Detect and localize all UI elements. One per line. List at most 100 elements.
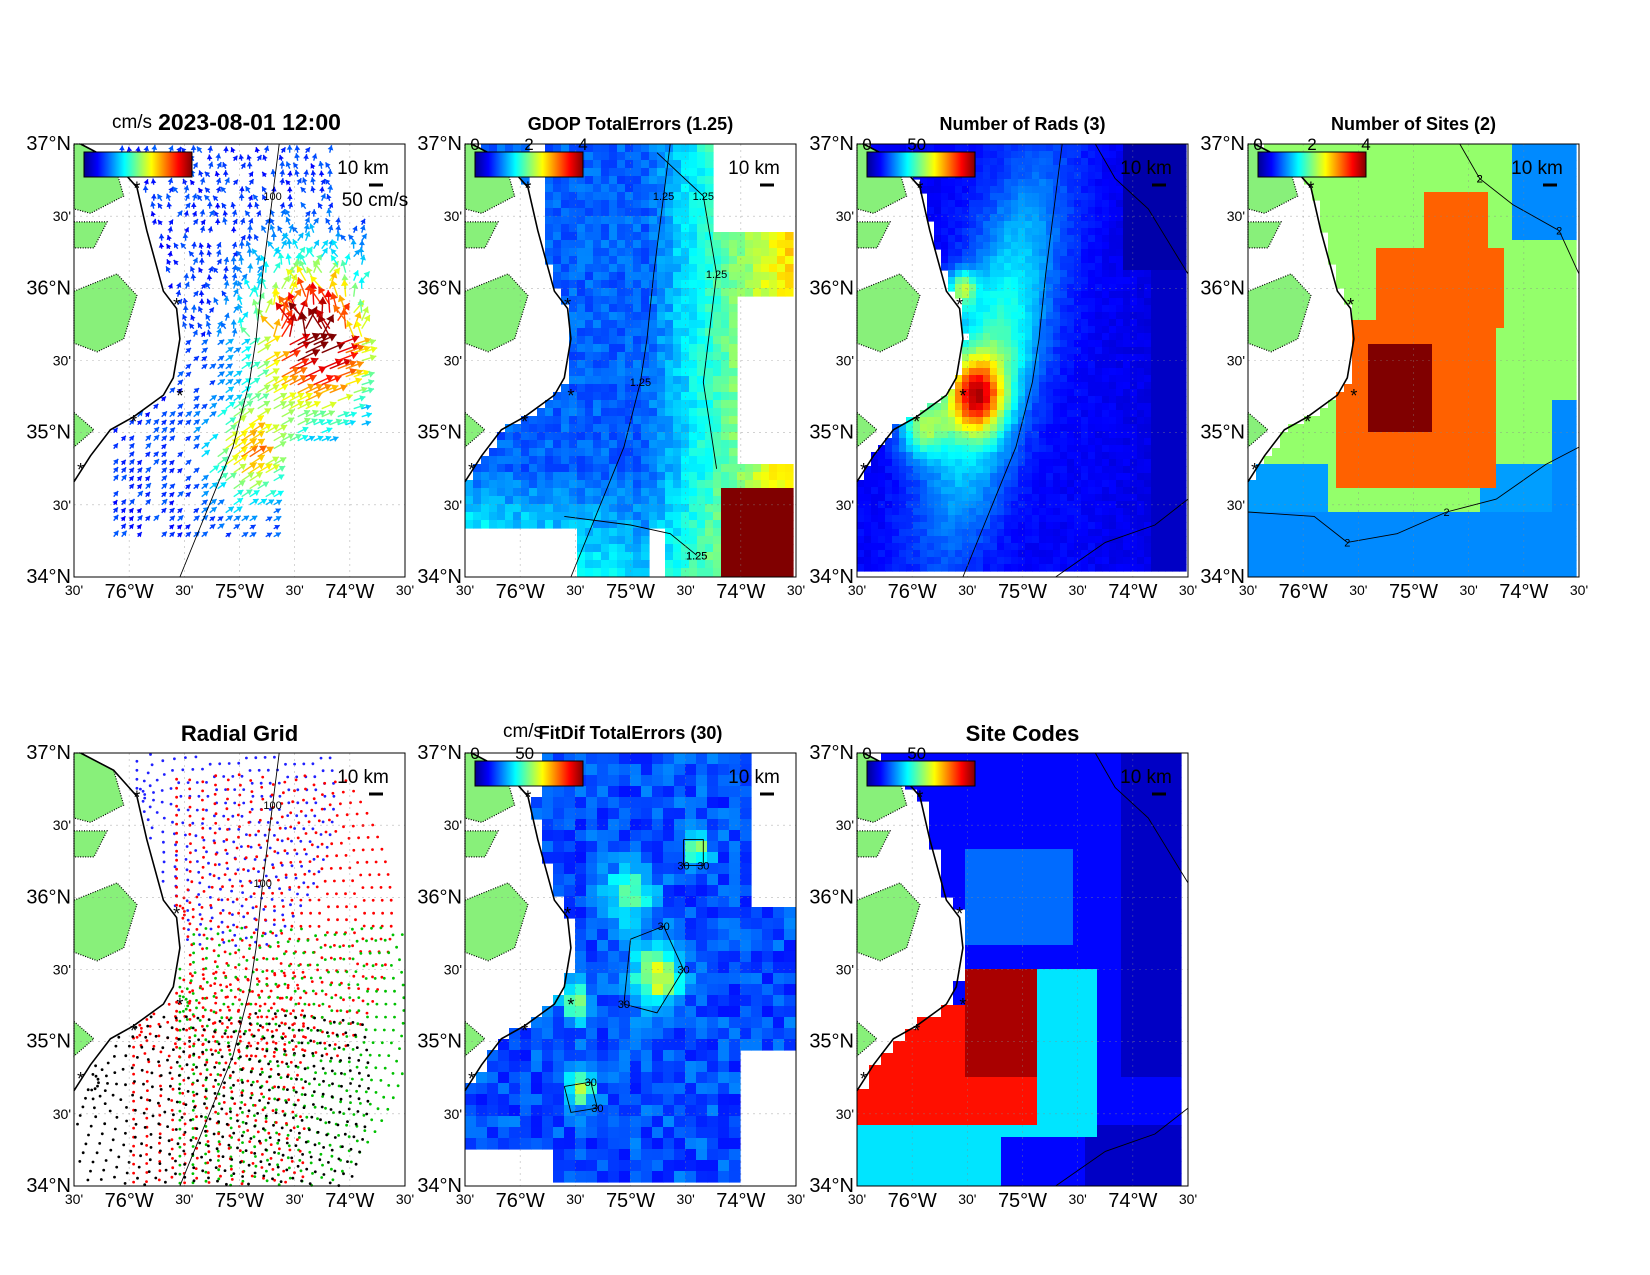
grid-cell	[593, 352, 602, 361]
grid-cell	[892, 536, 900, 544]
grid-cell	[609, 520, 618, 529]
grid-cell	[1039, 361, 1047, 369]
grid-cell	[649, 496, 658, 505]
grid-cell	[521, 512, 530, 521]
grid-cell	[920, 452, 928, 460]
grid-cell	[1032, 298, 1040, 306]
grid-cell	[617, 496, 626, 505]
grid-cell	[713, 352, 722, 361]
grid-cell	[633, 200, 642, 209]
grid-cell	[990, 221, 998, 229]
grid-cell	[1102, 291, 1110, 299]
grid-cell	[633, 432, 642, 441]
grid-cell	[1060, 522, 1068, 530]
current-vector-head	[257, 454, 265, 462]
grid-cell	[593, 288, 602, 297]
grid-cell	[1011, 144, 1019, 152]
grid-cell	[913, 564, 921, 572]
grid-cell	[1067, 256, 1075, 264]
grid-cell	[633, 464, 642, 473]
grid-cell	[681, 224, 690, 233]
grid-cell	[934, 214, 942, 222]
grid-cell	[689, 504, 698, 513]
grid-cell	[1018, 326, 1026, 334]
current-vector-head	[207, 226, 213, 232]
contour-label: 1.25	[686, 550, 707, 562]
grid-cell	[737, 568, 746, 577]
grid-cell	[601, 440, 610, 449]
grid-cell	[1095, 459, 1103, 467]
grid-cell	[593, 192, 602, 201]
grid-cell	[609, 408, 618, 417]
grid-cell	[1032, 228, 1040, 236]
grid-cell	[673, 552, 682, 561]
grid-cell	[1060, 305, 1068, 313]
grid-cell	[1053, 417, 1061, 425]
grid-cell	[601, 288, 610, 297]
grid-cell	[721, 296, 730, 305]
grid-cell	[1081, 249, 1089, 257]
grid-cell	[1109, 431, 1117, 439]
grid-cell	[920, 473, 928, 481]
grid-cell	[521, 520, 530, 529]
grid-cell	[665, 392, 674, 401]
grid-cell	[1004, 452, 1012, 460]
grid-cell	[941, 536, 949, 544]
grid-cell	[601, 432, 610, 441]
grid-cell	[665, 320, 674, 329]
grid-cell	[983, 368, 991, 376]
current-vector-head	[237, 489, 244, 496]
grid-cell	[1039, 368, 1047, 376]
current-vector-head	[263, 145, 270, 152]
grid-cell	[633, 320, 642, 329]
grid-cell	[673, 432, 682, 441]
grid-cell	[1095, 158, 1103, 166]
grid-cell	[673, 304, 682, 313]
current-vector-head	[136, 460, 142, 466]
grid-cell	[721, 312, 730, 321]
grid-cell	[920, 522, 928, 530]
grid-cell	[1116, 186, 1124, 194]
grid-cell	[990, 242, 998, 250]
grid-cell	[913, 501, 921, 509]
grid-cell	[1060, 389, 1068, 397]
grid-cell	[1067, 270, 1075, 278]
grid-cell	[489, 464, 498, 473]
grid-cell	[906, 452, 914, 460]
grid-cell	[1116, 347, 1124, 355]
grid-cell	[1081, 228, 1089, 236]
current-vector-head	[192, 329, 198, 336]
grid-cell	[729, 352, 738, 361]
grid-cell	[641, 256, 650, 265]
grid-cell	[737, 560, 746, 569]
grid-cell	[927, 466, 935, 474]
current-vector-head	[128, 524, 134, 530]
grid-cell	[673, 272, 682, 281]
grid-cell	[601, 232, 610, 241]
grid-cell	[1025, 438, 1033, 446]
grid-cell	[569, 416, 578, 425]
grid-cell	[1123, 368, 1131, 376]
grid-cell	[785, 528, 794, 537]
current-vector-head	[185, 492, 191, 498]
grid-cell	[737, 264, 746, 273]
grid-cell	[885, 550, 893, 558]
grid-cell	[633, 496, 642, 505]
lon-tick-label: 74°W	[325, 581, 374, 603]
current-vector-head	[186, 411, 192, 417]
grid-cell	[1102, 200, 1110, 208]
grid-cell	[1067, 200, 1075, 208]
grid-cell	[1116, 508, 1124, 516]
grid-cell	[745, 240, 754, 249]
current-vector-head	[161, 491, 167, 498]
grid-cell	[1018, 221, 1026, 229]
grid-cell	[1032, 522, 1040, 530]
grid-cell	[1032, 200, 1040, 208]
grid-cell	[997, 144, 1005, 152]
grid-cell	[1046, 564, 1054, 572]
grid-cell	[593, 360, 602, 369]
current-vector-head	[128, 483, 134, 490]
current-vector-head	[218, 371, 225, 377]
grid-cell	[1011, 368, 1019, 376]
grid-cell	[1004, 151, 1012, 159]
